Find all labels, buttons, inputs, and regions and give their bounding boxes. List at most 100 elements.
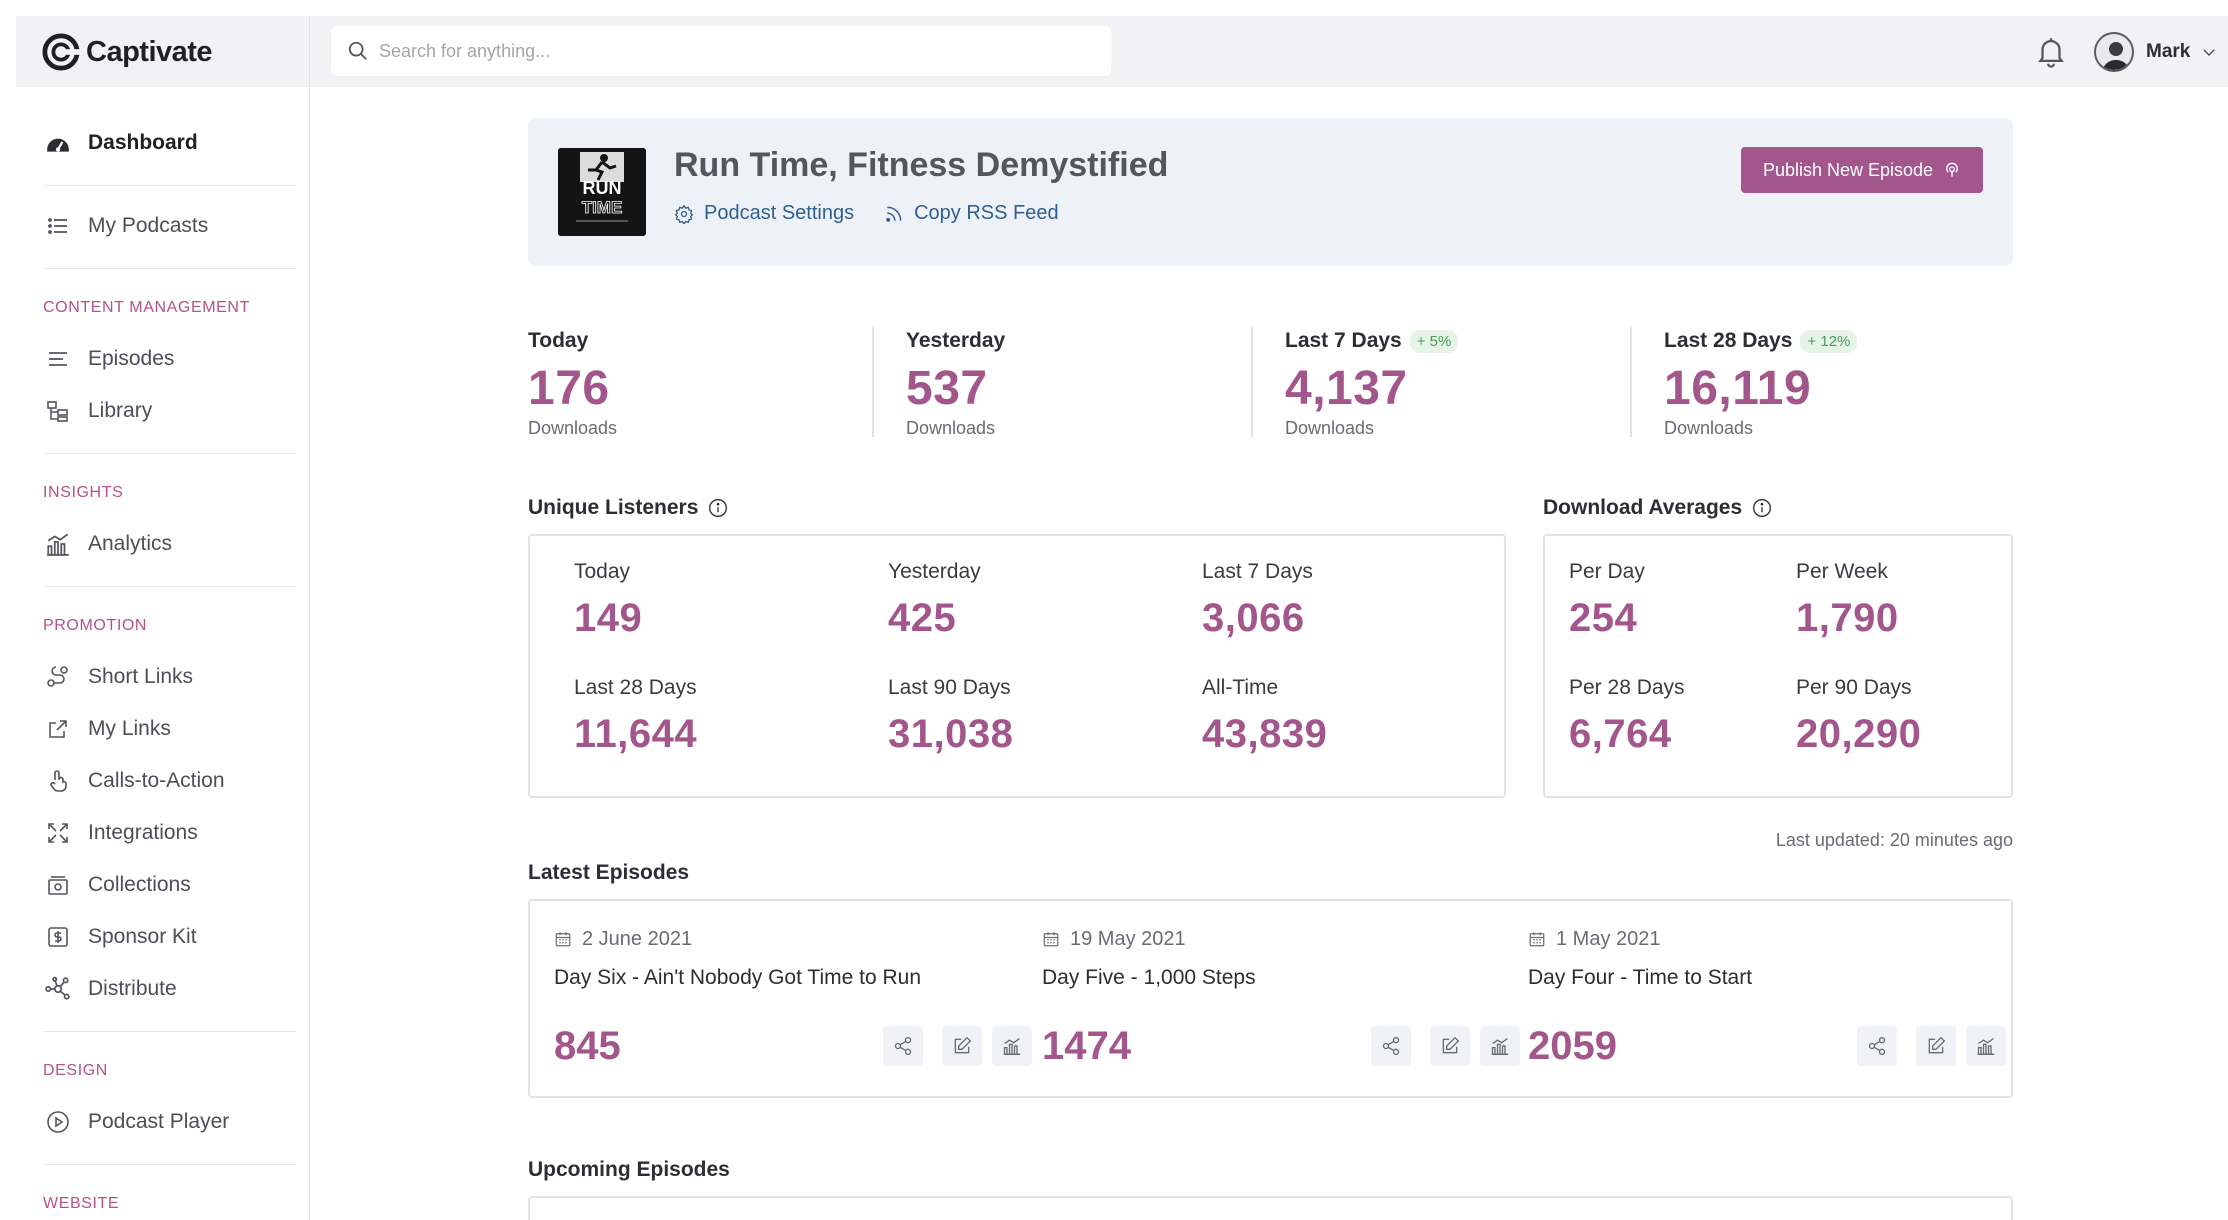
episode-analytics-button[interactable] — [1480, 1026, 1520, 1066]
edit-icon — [1928, 1036, 1946, 1054]
metric-all-time: All-Time 43,839 — [1202, 676, 1327, 757]
episodes-lines-icon — [44, 345, 72, 373]
metric-label: Today — [574, 560, 631, 583]
unique-listeners-heading: Unique Listeners — [528, 496, 728, 520]
metric-per-90-days: Per 90 Days 20,290 — [1796, 676, 1921, 757]
publish-new-episode-button[interactable]: Publish New Episode — [1741, 147, 1983, 193]
metric-last-7-days: Last 7 Days 3,066 — [1202, 560, 1313, 641]
sidebar-item-collections[interactable]: Collections — [44, 865, 191, 905]
unique-listeners-box: Today 149 Yesterday 425 Last 7 Days 3,06… — [528, 534, 1506, 798]
podcast-header-card: RUN TIME Run Time, Fitness Demystified P… — [528, 118, 2013, 266]
download-averages-heading: Download Averages — [1543, 496, 1772, 520]
stat-value: 176 — [528, 362, 610, 415]
metric-label: Per 90 Days — [1796, 676, 1912, 699]
sidebar-item-sponsor-kit[interactable]: Sponsor Kit — [44, 917, 197, 957]
metric-value: 43,839 — [1202, 712, 1328, 756]
app-logo[interactable]: Captivate — [42, 30, 213, 74]
sidebar-item-distribute[interactable]: Distribute — [44, 969, 177, 1009]
gear-icon — [674, 203, 694, 224]
sidebar-item-my-links[interactable]: My Links — [44, 709, 171, 749]
downloads-last-28-days: Last 28 Days + 12% 16,119 Downloads — [1664, 326, 2024, 456]
share-episode-button[interactable] — [883, 1026, 923, 1066]
analytics-chart-icon — [1003, 1037, 1021, 1055]
analytics-chart-icon — [44, 530, 72, 558]
episode-title[interactable]: Day Five - 1,000 Steps — [1042, 966, 1256, 989]
episode-analytics-button[interactable] — [992, 1026, 1032, 1066]
share-episode-button[interactable] — [1371, 1026, 1411, 1066]
metric-today: Today 149 — [574, 560, 642, 641]
last-updated-text: Last updated: 20 minutes ago — [1775, 830, 2013, 850]
section-title-text: Unique Listeners — [528, 496, 699, 519]
play-circle-icon — [44, 1108, 72, 1136]
search-bar[interactable] — [331, 26, 1111, 76]
stat-divider — [872, 327, 874, 437]
search-input[interactable] — [379, 40, 1079, 62]
metric-per-day: Per Day 254 — [1569, 560, 1645, 641]
sidebar-label: Episodes — [88, 347, 175, 370]
captivate-logo-icon — [42, 33, 80, 71]
share-episode-button[interactable] — [1857, 1026, 1897, 1066]
metric-per-week: Per Week 1,790 — [1796, 560, 1899, 641]
section-website: WEBSITE — [43, 1195, 120, 1212]
user-menu[interactable]: Mark — [2094, 30, 2218, 74]
section-design: DESIGN — [43, 1062, 108, 1079]
downloads-last-7-days: Last 7 Days + 5% 4,137 Downloads — [1285, 326, 1645, 456]
metric-label: Per Week — [1796, 560, 1888, 583]
episode-title[interactable]: Day Six - Ain't Nobody Got Time to Run — [554, 966, 921, 989]
share-box-icon — [44, 715, 72, 743]
rss-icon — [886, 206, 902, 222]
chevron-down-icon — [2203, 49, 2216, 57]
edit-episode-button[interactable] — [1916, 1026, 1956, 1066]
sidebar-item-short-links[interactable]: Short Links — [44, 657, 193, 697]
metric-per-28-days: Per 28 Days 6,764 — [1569, 676, 1685, 757]
sidebar-item-analytics[interactable]: Analytics — [44, 524, 172, 564]
sidebar-label: Collections — [88, 873, 191, 896]
metric-label: Per Day — [1569, 560, 1645, 583]
sidebar-item-episodes[interactable]: Episodes — [44, 339, 174, 379]
episode-title[interactable]: Day Four - Time to Start — [1528, 966, 1753, 989]
divider — [309, 16, 310, 87]
app-frame: Captivate Mark Dashboard My Podcasts CON… — [16, 16, 2228, 1220]
podcast-settings-link[interactable]: Podcast Settings — [674, 202, 854, 225]
sidebar-item-dashboard[interactable]: Dashboard — [44, 123, 198, 163]
podcast-cover[interactable]: RUN TIME — [558, 148, 646, 236]
sidebar-item-integrations[interactable]: Integrations — [44, 813, 198, 853]
metric-label: Last 28 Days — [574, 676, 697, 699]
episode-download-count: 1474 — [1042, 1024, 1131, 1068]
podcast-links: Podcast Settings Copy RSS Feed — [674, 202, 1089, 225]
stat-value: 16,119 — [1664, 362, 1812, 415]
edit-episode-button[interactable] — [942, 1026, 982, 1066]
metric-value: 6,764 — [1569, 712, 1672, 756]
stat-sub: Downloads — [528, 418, 618, 438]
sidebar-item-my-podcasts[interactable]: My Podcasts — [44, 206, 208, 246]
notification-bell-icon[interactable] — [2034, 34, 2068, 68]
podcast-settings-label: Podcast Settings — [704, 202, 855, 224]
edit-episode-button[interactable] — [1430, 1026, 1470, 1066]
info-icon[interactable] — [1752, 498, 1772, 518]
sidebar-item-podcast-player[interactable]: Podcast Player — [44, 1102, 229, 1142]
download-averages-box: Per Day 254 Per Week 1,790 Per 28 Days 6… — [1543, 534, 2013, 798]
episode-analytics-button[interactable] — [1966, 1026, 2006, 1066]
short-links-icon — [44, 663, 72, 691]
sidebar-label: Sponsor Kit — [88, 925, 197, 948]
stat-label: Last 28 Days — [1664, 329, 1793, 352]
analytics-chart-icon — [1491, 1037, 1509, 1055]
copy-rss-feed-link[interactable]: Copy RSS Feed — [884, 202, 1059, 225]
calendar-icon — [1043, 932, 1059, 947]
avatar — [2094, 32, 2134, 72]
cover-text-time: TIME — [582, 198, 623, 217]
episode-date-text: 19 May 2021 — [1070, 927, 1186, 950]
sidebar-divider — [44, 1164, 296, 1165]
calendar-icon — [555, 932, 571, 947]
sidebar-divider — [44, 185, 296, 186]
sidebar-item-library[interactable]: Library — [44, 391, 152, 431]
dashboard-gauge-icon — [44, 129, 72, 157]
sidebar-divider — [44, 1031, 296, 1032]
stat-value: 4,137 — [1285, 362, 1408, 415]
stat-label: Yesterday — [906, 329, 1006, 352]
sidebar-label: Distribute — [88, 977, 177, 1000]
sidebar-item-calls-to-action[interactable]: Calls-to-Action — [44, 761, 225, 801]
episode-download-count: 2059 — [1528, 1024, 1617, 1068]
info-icon[interactable] — [708, 498, 728, 518]
metric-label: Last 7 Days — [1202, 560, 1313, 583]
